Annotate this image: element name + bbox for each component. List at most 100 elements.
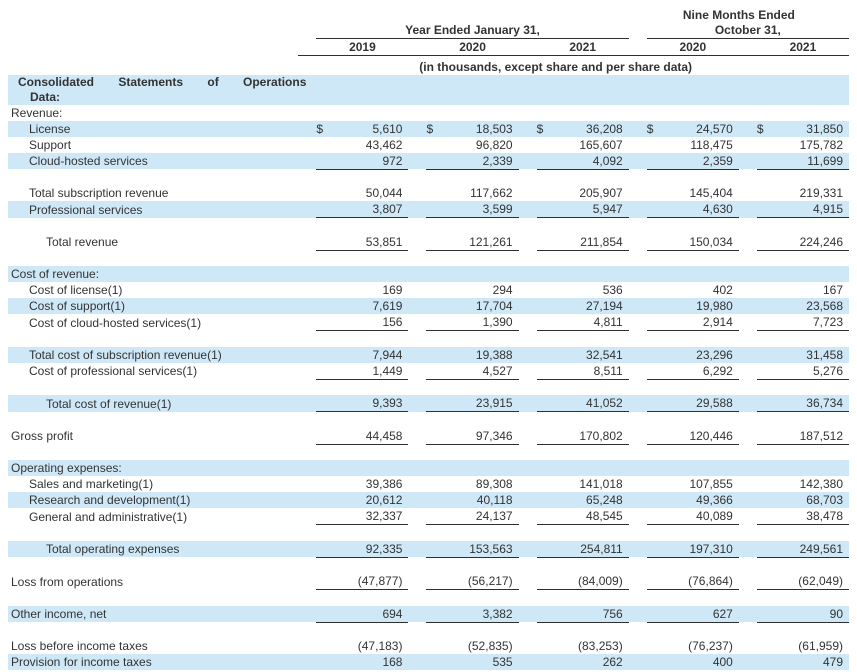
cell-value <box>316 412 408 428</box>
cell-value: 7,723 <box>756 314 849 331</box>
column-gap <box>519 363 537 380</box>
value-text: 1,449 <box>372 363 403 378</box>
column-gap <box>518 346 537 363</box>
column-gap <box>739 218 757 234</box>
spacer-row <box>8 412 849 428</box>
column-gap <box>408 169 426 185</box>
value-text: (83,253) <box>578 639 623 653</box>
cell-value: 145,404 <box>647 185 739 201</box>
cell-value: 205,907 <box>537 185 629 201</box>
table-row: Total cost of revenue(1) 9,393 23,915 41,05… <box>8 395 849 412</box>
cell-value <box>316 169 408 185</box>
cell-value: 96,820 <box>426 137 518 153</box>
column-gap <box>518 120 537 137</box>
column-gap <box>739 185 757 201</box>
value-text: 39,386 <box>365 477 403 491</box>
cell-value <box>426 557 518 573</box>
cell-value <box>426 250 518 266</box>
cell-value: 118,475 <box>647 137 739 153</box>
cell-value: 535 <box>426 654 519 670</box>
cell-value: 165,607 <box>537 137 629 153</box>
row-label: Professional services <box>8 201 299 218</box>
cell-value <box>757 218 849 234</box>
value-text: 4,092 <box>592 153 623 168</box>
value-text: 4,915 <box>812 202 843 216</box>
column-gap <box>739 590 757 606</box>
value-text: 479 <box>822 655 843 669</box>
column-gap <box>738 492 757 508</box>
value-text: 211,854 <box>580 234 623 249</box>
cell-value: 224,246 <box>756 233 849 251</box>
cell-value <box>756 266 849 282</box>
column-gap <box>408 314 426 331</box>
row-label: Gross profit <box>11 429 74 443</box>
column-gap <box>739 379 757 395</box>
cell-value <box>316 218 408 234</box>
column-gap <box>629 590 647 606</box>
cell-value: $31,850 <box>756 120 849 137</box>
value-text: 5,276 <box>812 363 843 378</box>
value-text: 23,915 <box>475 396 513 410</box>
column-gap <box>738 346 757 363</box>
cell-value: 4,915 <box>756 201 849 218</box>
table-row: Total cost of subscription revenue(1) 7,9… <box>8 346 849 363</box>
dollar-sign: $ <box>646 121 654 136</box>
cell-value <box>647 250 739 266</box>
column-gap <box>518 266 537 282</box>
value-text: (47,183) <box>357 639 403 653</box>
cell-value <box>537 444 629 460</box>
value-text: 294 <box>492 283 513 297</box>
row-label: Provision for income taxes <box>8 654 299 670</box>
cell-value <box>537 379 629 395</box>
spacer-row <box>8 331 849 347</box>
dollar-sign: $ <box>536 121 544 136</box>
row-label: Total subscription revenue <box>29 186 169 200</box>
table-row: Cost of revenue: <box>8 266 849 282</box>
cell-value: 254,811 <box>536 540 629 558</box>
column-gap <box>629 557 647 573</box>
column-gap <box>519 508 537 525</box>
cell-value <box>647 622 739 638</box>
row-label <box>8 250 298 266</box>
column-gap <box>298 201 317 218</box>
cell-value <box>316 105 408 121</box>
cell-value <box>426 218 518 234</box>
cell-value <box>647 557 739 573</box>
row-label: Support <box>29 137 72 152</box>
column-gap <box>298 363 316 380</box>
cell-value: 197,310 <box>646 540 739 558</box>
column-gap <box>739 428 757 445</box>
year-column-header: 2020 <box>459 40 486 54</box>
value-text: 18,503 <box>475 121 513 136</box>
cell-value: 5,276 <box>756 362 849 380</box>
row-label: License <box>8 120 299 137</box>
value-text: 627 <box>712 606 733 621</box>
column-gap <box>298 185 316 201</box>
column-gap <box>739 331 757 347</box>
cell-value: $36,208 <box>536 120 629 137</box>
cell-value: 24,137 <box>426 508 519 525</box>
cell-value <box>537 412 629 428</box>
value-text: 41,052 <box>586 396 623 410</box>
cell-value <box>757 557 849 573</box>
cell-value: 262 <box>536 654 629 670</box>
cell-value: 40,118 <box>426 492 519 508</box>
section-title-line2: Data: <box>8 89 849 105</box>
column-gap <box>738 540 757 557</box>
row-label <box>8 525 298 541</box>
cell-value: 23,568 <box>756 298 849 314</box>
cell-value <box>537 622 629 638</box>
cell-value: 402 <box>647 282 739 298</box>
column-gap <box>629 379 647 395</box>
column-gap <box>408 185 426 201</box>
cell-value: 50,044 <box>316 185 408 201</box>
value-text: 48,545 <box>586 509 623 523</box>
cell-value: 120,446 <box>646 427 739 445</box>
column-gap <box>298 298 317 314</box>
value-text: (47,877) <box>357 574 403 588</box>
column-gap <box>738 460 757 476</box>
column-gap <box>408 395 427 412</box>
cell-value: 38,478 <box>756 508 849 525</box>
dollar-sign: $ <box>316 121 324 136</box>
cell-value: 142,380 <box>757 476 849 492</box>
